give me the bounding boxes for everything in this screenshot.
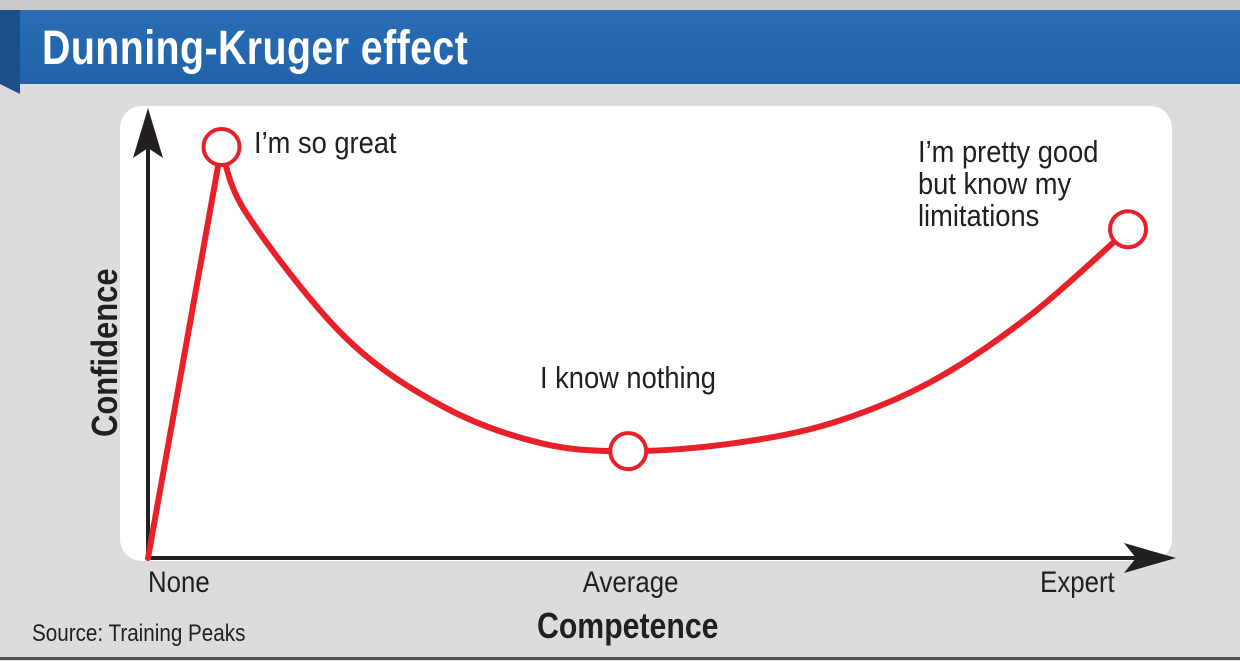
x-tick-label-expert: Expert — [1040, 566, 1115, 599]
annotation-pretty-good-line-1: I’m pretty good — [918, 134, 1099, 169]
marker-so-great — [201, 127, 242, 167]
marker-know-nothing — [608, 431, 649, 472]
bottom-rule — [0, 657, 1240, 660]
annotation-pretty-good: I’m pretty good but know my limitations — [918, 136, 1098, 232]
annotation-pretty-good-line-3: limitations — [918, 198, 1040, 233]
x-axis-arrowhead — [1124, 543, 1176, 573]
title-bar — [20, 10, 1240, 84]
top-strip — [0, 0, 1240, 10]
x-tick-label-average: Average — [582, 566, 679, 599]
annotation-pretty-good-line-2: but know my — [918, 166, 1072, 201]
x-tick-label-none: None — [148, 566, 210, 599]
annotation-so-great: I’m so great — [253, 125, 397, 160]
x-axis-label: Competence — [537, 605, 719, 646]
annotation-know-nothing: I know nothing — [540, 360, 717, 395]
axes — [133, 108, 1176, 573]
marker-layer — [201, 127, 1148, 472]
chart-title: Dunning-Kruger effect — [42, 22, 469, 75]
title-bar-fold — [0, 10, 20, 94]
marker-pretty-good — [1108, 209, 1148, 250]
y-axis-label: Confidence — [84, 268, 125, 437]
y-axis-arrowhead — [133, 108, 163, 158]
source-note: Source: Training Peaks — [32, 620, 246, 647]
plot-panel — [120, 106, 1172, 561]
